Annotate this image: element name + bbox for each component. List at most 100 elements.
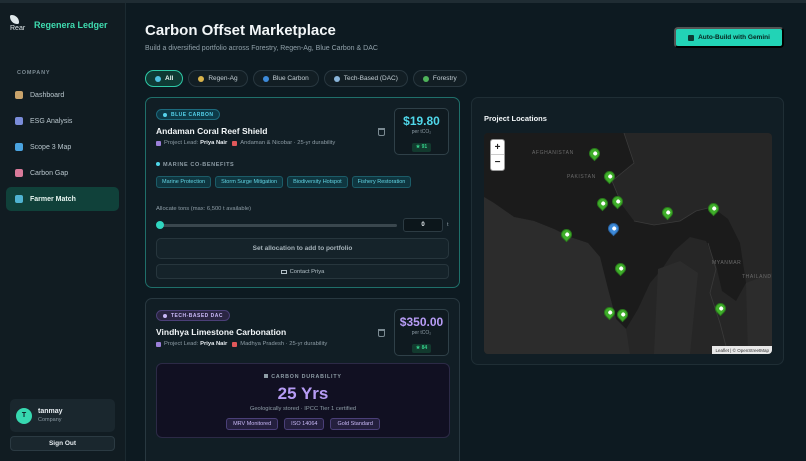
cobenefits-label: MARINE CO-BENEFITS	[156, 162, 234, 168]
allocation-slider[interactable]	[156, 221, 397, 229]
category-tabs: All Regen-Ag Blue Carbon Tech-Based (DAC) Fo…	[145, 70, 472, 87]
project-location: Andaman & Nicobar · 25-yr durability	[240, 140, 336, 146]
tab-icon	[422, 75, 429, 82]
durability-value: 25 Yrs	[277, 384, 329, 403]
person-icon	[156, 341, 161, 347]
sidebar-item-farmer-match[interactable]: Farmer Match	[6, 187, 119, 211]
allocation-label: Allocate tons (max: 6,500 t available)	[156, 206, 252, 212]
map-basemap	[484, 133, 772, 354]
zoom-in-button[interactable]: +	[491, 140, 504, 155]
certification-tag: ISO 14064	[284, 418, 325, 430]
tab-forestry[interactable]: Forestry	[412, 70, 467, 87]
tab-all[interactable]: All	[145, 70, 184, 87]
rating-badge: ★ 91	[411, 143, 432, 152]
handshake-icon	[15, 195, 23, 203]
mail-icon	[280, 269, 287, 274]
sidebar-item-dashboard[interactable]: Dashboard	[6, 83, 119, 107]
sidebar-item-esg-analysis[interactable]: ESG Analysis	[6, 109, 119, 133]
category-badge: BLUE CARBON	[156, 109, 221, 120]
tab-label: Forestry	[432, 75, 457, 82]
brand-logo-text: Rear	[10, 25, 26, 32]
zoom-out-button[interactable]: −	[494, 157, 501, 168]
sidebar-item-label: Farmer Match	[30, 195, 76, 203]
tab-label: Blue Carbon	[272, 75, 309, 82]
zoom-control: + −	[490, 139, 505, 171]
tab-regen-ag[interactable]: Regen-Ag	[188, 70, 248, 87]
sign-out-button[interactable]: Sign Out	[10, 436, 115, 451]
project-card: TECH-BASED DAC Vindhya Limestone Carbona…	[145, 298, 460, 461]
project-map[interactable]: + − AFGHANISTAN PAKISTAN MYANMAR THAILAN…	[484, 133, 772, 354]
microscope-icon	[15, 117, 23, 125]
lock-icon	[264, 374, 269, 378]
map-title: Project Locations	[484, 114, 547, 123]
brand-name: Regenera Ledger	[34, 20, 108, 30]
certification-tags: MRV Monitored ISO 14064 Gold Standard	[157, 418, 449, 430]
tab-icon	[262, 75, 269, 82]
durability-box: CARBON DURABILITY 25 Yrs Geologically st…	[156, 363, 450, 438]
project-card: BLUE CARBON Andaman Coral Reef Shield Pr…	[145, 97, 460, 288]
tab-tech-based-dac-[interactable]: Tech-Based (DAC)	[323, 70, 408, 87]
map-panel: Project Locations + − AFGHANISTAN PAKIST…	[471, 97, 784, 365]
durability-label-text: CARBON DURABILITY	[271, 374, 342, 380]
cobenefits-label-text: MARINE CO-BENEFITS	[163, 162, 235, 168]
price-box: $350.00 per tCO₂ ★ 84	[394, 309, 449, 356]
contact-label: Contact Priya	[289, 268, 325, 275]
price-box: $19.80 per tCO₂ ★ 91	[394, 108, 449, 155]
tab-icon	[198, 75, 205, 82]
map-label: MYANMAR	[712, 260, 742, 266]
map-label: AFGHANISTAN	[532, 150, 574, 156]
slider-thumb[interactable]	[156, 221, 164, 229]
price: $350.00	[399, 315, 444, 329]
trash-icon[interactable]	[378, 329, 385, 337]
nav-section-label: COMPANY	[17, 70, 51, 76]
dashboard-icon	[15, 91, 23, 99]
trash-icon[interactable]	[378, 128, 385, 136]
page-subtitle: Build a diversified portfolio across For…	[145, 45, 378, 52]
sidebar-item-label: Carbon Gap	[30, 169, 69, 177]
dac-icon	[163, 313, 167, 318]
sidebar-item-scope-3-map[interactable]: Scope 3 Map	[6, 135, 119, 159]
contact-button[interactable]: Contact Priya	[156, 264, 449, 279]
wave-icon	[163, 112, 167, 117]
auto-build-button[interactable]: Auto-Build with Gemini	[674, 27, 784, 48]
map-attribution[interactable]: Leaflet | © OpenStreetMap	[712, 346, 772, 354]
sidebar-item-label: Scope 3 Map	[30, 143, 72, 151]
project-meta: Project Lead: Priya Nair Andaman & Nicob…	[156, 140, 335, 146]
certification-tag: MRV Monitored	[226, 418, 279, 430]
globe-icon	[15, 143, 23, 151]
allocation-unit: t	[447, 222, 449, 228]
durability-label: CARBON DURABILITY	[157, 374, 449, 380]
price: $19.80	[403, 114, 440, 128]
auto-build-label: Auto-Build with Gemini	[698, 34, 770, 41]
sidebar-item-carbon-gap[interactable]: Carbon Gap	[6, 161, 119, 185]
set-allocation-button[interactable]: Set allocation to add to portfolio	[156, 238, 449, 259]
map-label: PAKISTAN	[567, 174, 596, 180]
cobenefit-chips: Marine Protection Storm Surge Mitigation B…	[156, 176, 415, 188]
brand[interactable]: Rear Regenera Ledger	[10, 15, 108, 35]
cobenefit-chip: Storm Surge Mitigation	[215, 176, 284, 188]
user-name: tanmay	[38, 408, 63, 415]
cobenefit-chip: Biodiversity Hotspot	[287, 176, 348, 188]
tab-icon	[333, 75, 340, 82]
location-pin-icon	[232, 140, 238, 146]
project-lead: Priya Nair	[200, 140, 228, 146]
rating-badge: ★ 84	[411, 344, 432, 353]
price-unit: per tCO₂	[411, 129, 432, 135]
user-role: Company	[38, 417, 62, 423]
category-badge-label: BLUE CARBON	[171, 111, 214, 118]
cobenefit-chip: Fishery Restoration	[351, 176, 412, 188]
project-name: Andaman Coral Reef Shield	[156, 126, 268, 136]
user-card[interactable]: T tanmay Company	[10, 399, 115, 432]
allocation-input[interactable]: 0	[403, 218, 443, 232]
project-location: Madhya Pradesh · 25-yr durability	[240, 341, 328, 347]
category-badge: TECH-BASED DAC	[156, 310, 230, 321]
brand-logo-icon: Rear	[10, 15, 28, 35]
sidebar-item-label: ESG Analysis	[30, 117, 73, 125]
project-meta: Project Lead: Priya Nair Madhya Pradesh …	[156, 341, 327, 347]
page-title: Carbon Offset Marketplace	[145, 22, 336, 39]
sidebar: Rear Regenera Ledger COMPANY Dashboard ES…	[0, 3, 126, 461]
tab-blue-carbon[interactable]: Blue Carbon	[252, 70, 319, 87]
tab-label: Tech-Based (DAC)	[343, 75, 398, 82]
certification-tag: Gold Standard	[330, 418, 380, 430]
cobenefit-chip: Marine Protection	[156, 176, 212, 188]
